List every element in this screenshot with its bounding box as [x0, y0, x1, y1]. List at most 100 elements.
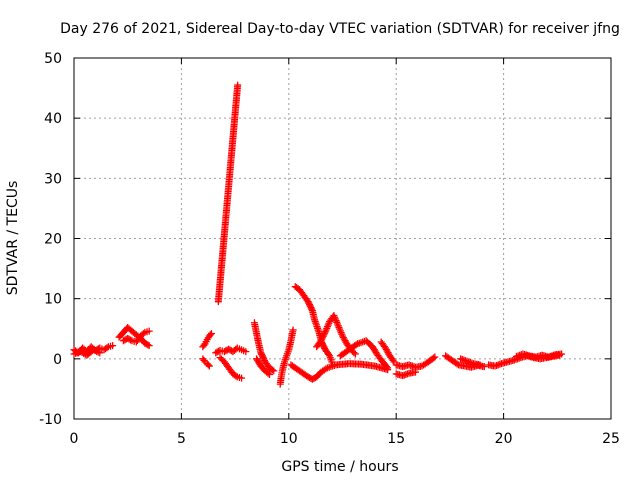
data-point	[94, 348, 102, 356]
series-arc-14	[287, 360, 392, 383]
data-point	[259, 353, 267, 361]
data-point	[127, 336, 135, 344]
series-arc-23	[512, 350, 566, 361]
data-point	[389, 356, 397, 364]
data-point	[480, 363, 488, 371]
data-point	[319, 332, 327, 340]
series-arc-15	[313, 312, 359, 358]
series-arc-17	[377, 338, 398, 366]
data-point	[258, 352, 266, 360]
data-point	[200, 341, 208, 349]
data-point	[91, 347, 99, 355]
data-point	[264, 369, 272, 377]
x-tick-label: 10	[280, 431, 298, 447]
series-arc-10	[250, 319, 278, 375]
data-point	[350, 349, 358, 357]
y-tick-label: 10	[44, 292, 62, 308]
x-tick-label: 25	[602, 431, 620, 447]
series-arc-9	[214, 81, 242, 306]
data-point	[268, 366, 276, 374]
data-point	[453, 360, 461, 368]
x-tick-label: 15	[387, 431, 405, 447]
data-point	[325, 350, 333, 358]
series-arc-5	[199, 355, 213, 370]
data-point	[242, 348, 250, 356]
y-tick-label: 50	[44, 51, 62, 67]
data-marks	[70, 81, 566, 388]
data-point	[265, 370, 273, 378]
data-point	[318, 334, 326, 342]
data-point	[139, 330, 147, 338]
data-point	[206, 331, 214, 339]
data-point	[89, 346, 97, 354]
series-arc-19	[392, 368, 420, 380]
data-point	[384, 364, 392, 372]
data-point	[328, 358, 336, 366]
series-arc-6	[199, 330, 215, 351]
data-point	[205, 362, 213, 370]
series-arc-2	[70, 346, 104, 359]
data-point	[318, 335, 326, 343]
data-point	[412, 368, 420, 376]
data-point	[200, 356, 208, 364]
y-tick-label: 30	[44, 171, 62, 187]
data-point	[207, 330, 215, 338]
data-point	[320, 331, 328, 339]
series-arc-8	[216, 354, 246, 382]
chart-title: Day 276 of 2021, Sidereal Day-to-day VTE…	[60, 21, 620, 37]
data-point	[307, 304, 315, 312]
data-point	[305, 299, 313, 307]
data-point	[306, 302, 314, 310]
data-point	[430, 354, 438, 362]
data-point	[476, 361, 484, 369]
data-point	[232, 372, 240, 380]
series-arc-4	[119, 327, 153, 346]
x-axis-label: GPS time / hours	[281, 459, 398, 475]
data-point	[257, 349, 265, 357]
data-point	[145, 327, 153, 335]
series-arc-21	[457, 355, 484, 369]
series-arc-12	[276, 326, 297, 388]
data-point	[320, 343, 328, 351]
data-point	[558, 350, 566, 358]
data-point	[322, 365, 330, 373]
data-point	[145, 342, 153, 350]
series-arc-7	[212, 344, 250, 357]
x-tick-label: 20	[495, 431, 513, 447]
data-point	[351, 350, 359, 358]
y-axis-label: SDTVAR / TECUs	[5, 181, 21, 296]
data-point	[96, 349, 104, 357]
series-arc-16	[336, 337, 392, 372]
data-point	[383, 363, 391, 371]
data-point	[103, 344, 111, 352]
data-point	[304, 298, 312, 306]
data-point	[317, 337, 325, 345]
data-point	[260, 355, 268, 363]
series-arc-11	[253, 355, 273, 378]
data-point	[270, 367, 278, 375]
axis-ticks: 0 5 10 15 20 25 -10 0 10 20 30 40 50	[39, 51, 620, 447]
data-point	[234, 81, 242, 89]
grid	[74, 58, 611, 419]
series-arc-18	[392, 353, 439, 371]
data-point	[352, 341, 360, 349]
data-point	[308, 305, 316, 313]
x-tick-label: 5	[177, 431, 186, 447]
data-point	[289, 326, 297, 334]
data-point	[238, 374, 246, 382]
data-point	[109, 342, 117, 350]
y-tick-label: 0	[53, 352, 62, 368]
data-point	[93, 347, 101, 355]
data-point	[431, 353, 439, 361]
series-arc-3	[115, 324, 153, 350]
y-tick-label: -10	[39, 412, 62, 428]
data-point	[258, 350, 266, 358]
data-point	[321, 329, 329, 337]
data-point	[204, 361, 212, 369]
data-point	[306, 301, 314, 309]
data-point	[144, 341, 152, 349]
y-tick-label: 40	[44, 111, 62, 127]
x-tick-label: 0	[70, 431, 79, 447]
y-tick-label: 20	[44, 232, 62, 248]
